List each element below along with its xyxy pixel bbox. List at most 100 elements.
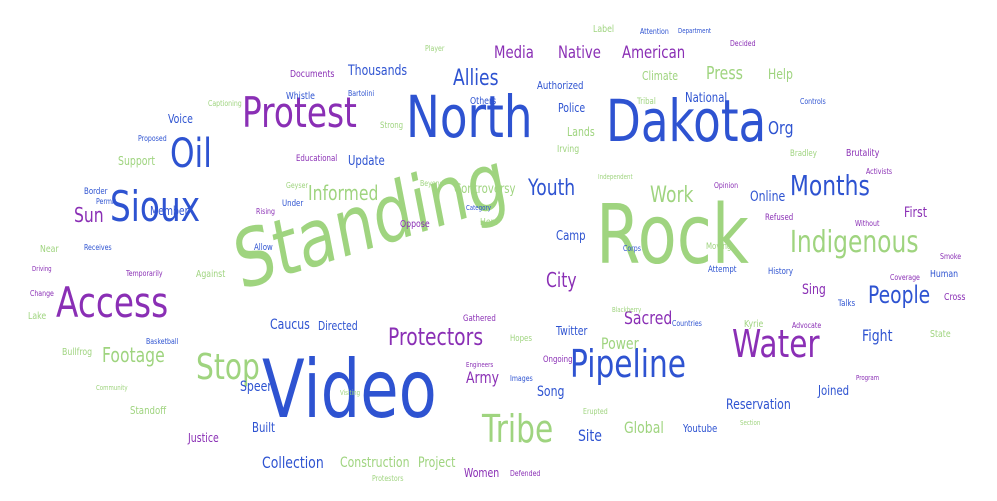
cloud-word: Temporarily (126, 269, 163, 278)
cloud-word: Women (464, 466, 500, 480)
cloud-word: Construction (340, 455, 410, 471)
cloud-word: Youth (528, 176, 576, 201)
cloud-word: Tribal (637, 97, 656, 107)
cloud-word: Community (96, 384, 128, 392)
cloud-word: Countries (672, 319, 702, 328)
cloud-word: Controversy (454, 182, 516, 197)
cloud-word: Reservation (726, 397, 791, 413)
cloud-word: Joined (818, 384, 850, 399)
cloud-word: Gathered (463, 314, 496, 324)
cloud-word: Kyrie (744, 319, 764, 330)
cloud-word: Program (856, 374, 880, 382)
cloud-word: Standoff (130, 404, 167, 417)
cloud-word: Power (601, 334, 639, 353)
cloud-word: North (406, 83, 533, 151)
cloud-word: State (930, 329, 951, 340)
cloud-word: Ongoing (543, 355, 573, 365)
cloud-word: Permit (96, 197, 117, 206)
cloud-word: People (868, 281, 931, 309)
cloud-word: Water (732, 322, 820, 366)
cloud-word: Rising (256, 207, 275, 216)
cloud-word: Sacred (624, 308, 673, 329)
cloud-word: Lands (567, 125, 595, 139)
cloud-word: Youtube (683, 422, 718, 435)
cloud-word: Thousands (348, 63, 408, 79)
cloud-word: Activists (866, 167, 893, 176)
cloud-word: Police (558, 101, 586, 115)
cloud-word: History (768, 267, 793, 277)
cloud-word: Geyser (286, 181, 309, 190)
cloud-word: Hopes (510, 334, 533, 344)
cloud-word: Human (930, 269, 959, 280)
cloud-word: Corps (623, 244, 641, 253)
cloud-word: National (685, 91, 728, 106)
cloud-word: Song (537, 384, 565, 400)
cloud-word: Online (750, 189, 786, 205)
cloud-word: Section (740, 419, 761, 427)
cloud-word: City (546, 268, 577, 292)
cloud-word: Media (494, 43, 534, 63)
cloud-word: First (904, 205, 927, 221)
cloud-word: Label (593, 24, 615, 35)
cloud-word: Authorized (537, 79, 584, 92)
cloud-word: Attempt (708, 265, 737, 275)
cloud-word: Strong (380, 121, 404, 131)
cloud-word: Site (578, 426, 602, 445)
cloud-word: Speer (240, 379, 272, 395)
cloud-word: Blackberry (612, 306, 642, 314)
cloud-word: Educational (296, 154, 338, 164)
cloud-word: Captioning (208, 99, 242, 108)
cloud-word: Irving (557, 144, 580, 155)
cloud-word: Basketball (146, 337, 179, 346)
cloud-word: Category (466, 204, 491, 212)
cloud-word: Receives (84, 243, 112, 252)
cloud-word: Indigenous (790, 225, 919, 260)
cloud-word: Cross (944, 292, 966, 303)
cloud-word: Advocate (792, 321, 822, 330)
cloud-word: Native (558, 43, 601, 63)
cloud-word: Border (84, 187, 108, 197)
cloud-word: Dakota (606, 87, 767, 155)
cloud-word: Against (196, 269, 226, 280)
cloud-word: Whistle (286, 91, 315, 102)
cloud-word: Org (768, 118, 794, 139)
cloud-word: Pipeline (570, 342, 687, 386)
cloud-word: Justice (188, 431, 219, 445)
cloud-word: Camp (556, 229, 586, 244)
cloud-word: Lake (28, 311, 47, 322)
cloud-word: Others (470, 96, 497, 107)
cloud-word: Press (706, 63, 743, 84)
cloud-word: Tribe (482, 407, 554, 451)
cloud-word: Protestors (372, 474, 404, 483)
cloud-word: Erupted (583, 407, 608, 416)
cloud-word: Brutality (846, 148, 880, 159)
cloud-word: Department (678, 27, 712, 35)
cloud-word: Climate (642, 69, 679, 83)
cloud-word: Help (768, 67, 793, 83)
cloud-word: Smoke (940, 252, 962, 261)
cloud-word: Beyond (420, 179, 444, 188)
cloud-word: Fight (862, 326, 893, 345)
cloud-word: Informed (308, 181, 379, 205)
cloud-word: Project (418, 455, 456, 471)
cloud-word: Near (40, 244, 59, 255)
cloud-word: Global (624, 418, 664, 437)
cloud-word: Update (348, 154, 385, 169)
cloud-word: Defended (510, 469, 541, 478)
cloud-word: Video (262, 343, 437, 436)
cloud-word: Talks (838, 299, 856, 309)
cloud-word: Attention (640, 27, 669, 36)
cloud-word: Decided (730, 39, 756, 48)
cloud-word: Images (510, 374, 533, 383)
cloud-word: Army (466, 368, 499, 387)
cloud-word: Rock (596, 188, 749, 283)
cloud-word: Driving (32, 265, 52, 273)
cloud-word: Support (118, 154, 156, 168)
cloud-word: Refused (765, 213, 794, 223)
cloud-word: Footage (102, 343, 165, 367)
cloud-word: Without (855, 219, 880, 228)
cloud-word: Under (282, 199, 304, 209)
cloud-word: Allies (453, 66, 499, 91)
cloud-word: Bradley (790, 149, 817, 159)
